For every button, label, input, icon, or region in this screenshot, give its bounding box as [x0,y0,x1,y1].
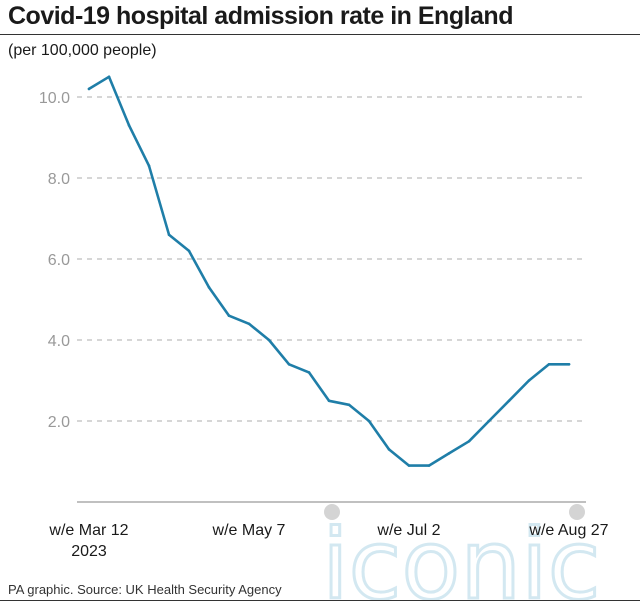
data-point [387,448,391,451]
title-divider [0,34,640,35]
x-tick-label: w/e May 7 [212,522,286,539]
data-point [467,439,471,443]
data-point [207,286,211,289]
data-point [187,249,191,253]
series-line [87,75,571,467]
data-point [487,419,491,423]
data-point [247,322,251,326]
x-tick-label: w/e Jul 2 [376,522,440,539]
data-point [567,363,571,366]
watermark-dot [324,504,340,520]
y-tick-label: 4.0 [48,333,70,350]
y-tick-label: 10.0 [39,90,70,107]
data-point [287,363,291,366]
y-tick-label: 2.0 [48,414,70,431]
data-point [327,399,331,403]
data-point [427,464,431,467]
data-point [107,75,111,79]
data-point [447,452,451,455]
data-point [547,363,551,366]
data-point [367,419,371,423]
data-point [507,399,511,403]
data-point [307,371,311,374]
watermark-logo: iconic [322,509,600,601]
data-point [87,87,91,91]
data-point [347,403,351,407]
y-tick-label: 8.0 [48,171,70,188]
data-point [167,233,171,236]
x-tick-label: w/e Aug 27 [528,522,608,539]
chart-title: Covid-19 hospital admission rate in Engl… [8,2,513,30]
data-point [407,464,411,467]
data-point [267,338,271,342]
source-note: PA graphic. Source: UK Health Security A… [8,582,282,597]
data-point [527,379,531,382]
x-tick-label: w/e Mar 12 2023 [48,522,128,560]
data-point [227,314,231,318]
data-point [147,164,151,168]
data-point [127,124,131,127]
watermark-dot [569,504,585,520]
chart-subtitle: (per 100,000 people) [8,42,157,59]
y-tick-label: 6.0 [48,252,70,269]
